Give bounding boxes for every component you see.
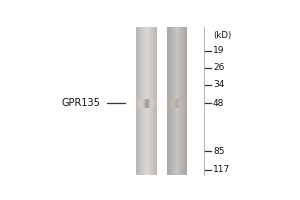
Bar [182, 27, 183, 175]
Bar [172, 99, 173, 108]
Bar [136, 27, 137, 175]
Bar [180, 27, 181, 175]
Bar [139, 27, 140, 175]
Bar [145, 99, 146, 108]
Bar [137, 27, 138, 175]
Bar [136, 99, 137, 108]
Bar [177, 27, 178, 175]
Bar [179, 99, 180, 108]
Bar [146, 27, 147, 175]
Bar [172, 27, 173, 175]
Bar [147, 99, 148, 108]
Bar [139, 99, 140, 108]
Bar [185, 99, 186, 108]
Bar [137, 99, 138, 108]
Bar [181, 99, 182, 108]
Bar [143, 27, 144, 175]
Bar [168, 99, 169, 108]
Bar [178, 99, 179, 108]
Bar [151, 27, 152, 175]
Bar [154, 99, 155, 108]
Text: 19: 19 [213, 46, 224, 55]
Bar [187, 99, 188, 108]
Text: (kD): (kD) [213, 31, 231, 40]
Bar [169, 99, 170, 108]
Bar [155, 99, 156, 108]
Bar [149, 27, 150, 175]
Bar [176, 99, 177, 108]
Bar [150, 99, 151, 108]
Bar [141, 99, 142, 108]
Bar [178, 27, 179, 175]
Bar [150, 27, 151, 175]
Bar [177, 99, 178, 108]
Bar [144, 27, 145, 175]
Bar [152, 27, 153, 175]
Text: GPR135: GPR135 [61, 98, 100, 108]
Bar [154, 27, 155, 175]
Bar [168, 27, 169, 175]
Bar [141, 27, 142, 175]
Bar [187, 27, 188, 175]
Bar [174, 99, 175, 108]
Bar [153, 27, 154, 175]
Bar [167, 99, 168, 108]
Bar [170, 27, 171, 175]
Bar [145, 27, 146, 175]
Bar [183, 99, 184, 108]
Bar [170, 99, 171, 108]
Bar [176, 27, 177, 175]
Bar [155, 27, 156, 175]
Bar [148, 27, 149, 175]
Bar [151, 99, 152, 108]
Bar [182, 99, 183, 108]
Bar [148, 99, 149, 108]
Bar [181, 27, 182, 175]
Bar [143, 99, 144, 108]
Bar [142, 99, 143, 108]
Bar [173, 27, 174, 175]
Bar [152, 99, 153, 108]
Bar [140, 27, 141, 175]
Bar [146, 99, 147, 108]
Bar [144, 99, 145, 108]
Bar [153, 99, 154, 108]
Text: 26: 26 [213, 63, 224, 72]
Bar [173, 99, 174, 108]
Bar [142, 27, 143, 175]
Bar [138, 27, 139, 175]
Bar [186, 99, 187, 108]
Bar [185, 27, 186, 175]
Text: 34: 34 [213, 80, 224, 89]
Bar [183, 27, 184, 175]
Bar [147, 27, 148, 175]
Bar [171, 99, 172, 108]
Text: 85: 85 [213, 147, 224, 156]
Bar [179, 27, 180, 175]
Bar [156, 99, 157, 108]
Text: 48: 48 [213, 99, 224, 108]
Bar [156, 27, 157, 175]
Bar [169, 27, 170, 175]
Bar [174, 27, 175, 175]
Bar [167, 27, 168, 175]
Bar [184, 99, 185, 108]
Bar [138, 99, 139, 108]
Bar [184, 27, 185, 175]
Bar [180, 99, 181, 108]
Bar [171, 27, 172, 175]
Bar [149, 99, 150, 108]
Bar [186, 27, 187, 175]
Bar [140, 99, 141, 108]
Text: 117: 117 [213, 165, 230, 174]
